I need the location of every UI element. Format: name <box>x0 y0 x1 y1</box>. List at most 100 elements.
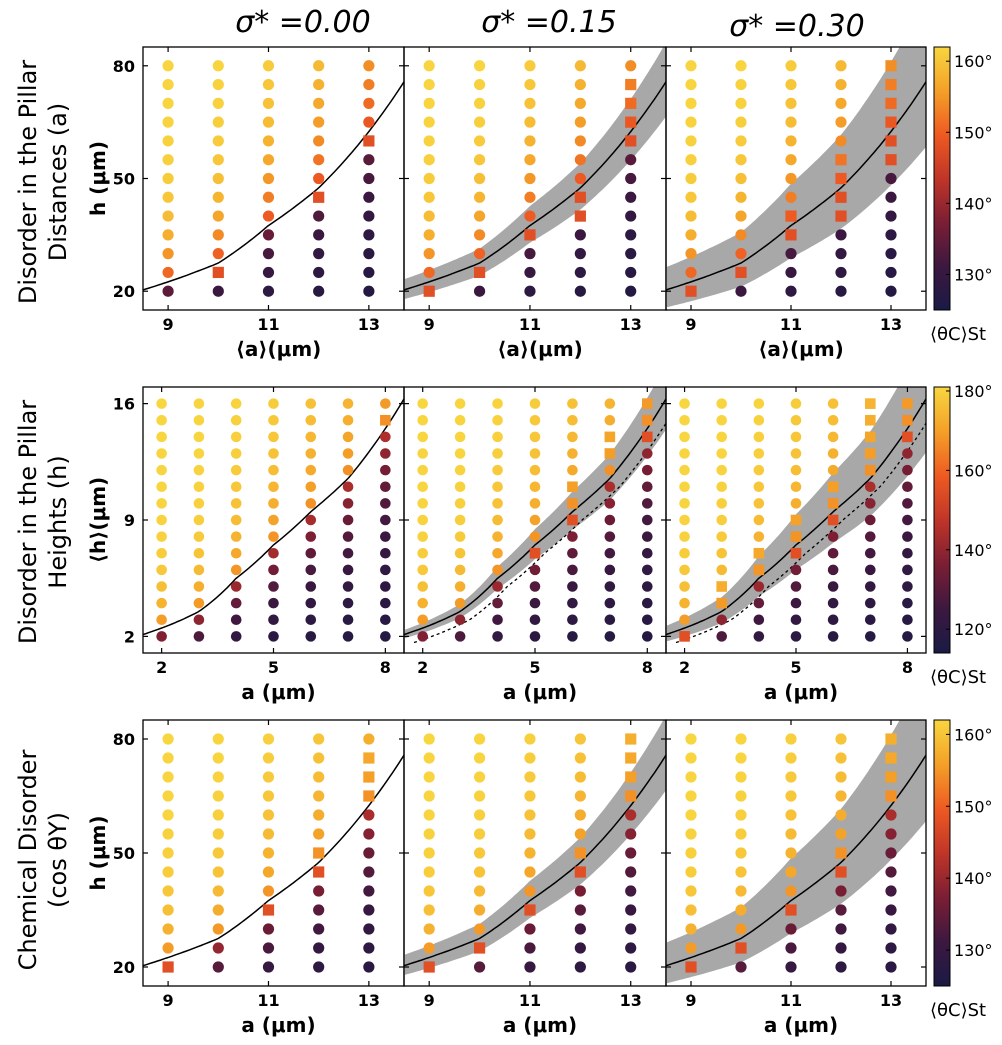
x-tick-label: 11 <box>519 991 541 1010</box>
marker-circle <box>193 414 205 426</box>
marker-circle <box>604 514 616 526</box>
marker-circle <box>268 464 279 476</box>
marker-circle <box>423 847 435 859</box>
marker-circle <box>305 564 317 576</box>
marker-square <box>380 414 391 426</box>
marker-circle <box>735 847 747 859</box>
marker-circle <box>685 116 697 128</box>
marker-circle <box>864 481 876 493</box>
marker-circle <box>574 285 586 297</box>
marker-circle <box>567 398 578 409</box>
x-tick-label: 9 <box>685 315 696 334</box>
marker-circle <box>625 191 637 203</box>
marker-circle <box>604 547 616 559</box>
marker-circle <box>193 431 205 443</box>
marker-circle <box>685 771 697 783</box>
marker-circle <box>604 398 616 409</box>
marker-circle <box>162 847 174 859</box>
colorbar-tick-label: 120° <box>954 620 993 639</box>
marker-square <box>162 961 174 973</box>
marker-circle <box>262 790 275 802</box>
marker-circle <box>679 431 690 443</box>
marker-circle <box>156 431 167 443</box>
marker-square <box>864 431 876 443</box>
marker-square <box>574 191 586 203</box>
marker-circle <box>524 172 536 185</box>
marker-circle <box>716 614 728 626</box>
marker-circle <box>604 631 616 642</box>
x-tick-label: 9 <box>424 315 435 334</box>
marker-circle <box>790 597 802 609</box>
marker-circle <box>885 191 897 203</box>
marker-circle <box>790 614 802 626</box>
marker-circle <box>524 248 536 260</box>
marker-circle <box>864 581 876 592</box>
row-title-2-line1: Disorder in the Pillar <box>14 400 42 644</box>
marker-circle <box>524 790 536 802</box>
marker-square <box>574 847 586 859</box>
marker-square <box>790 547 802 559</box>
colorbar-tick-label: 150° <box>954 797 993 816</box>
panel-row2-col1: 2 5 8 2 9 16 a (μm) ⟨h⟩(μm) <box>86 386 405 704</box>
marker-circle <box>363 885 375 897</box>
marker-circle <box>604 581 616 592</box>
colorbar-rect <box>933 386 951 654</box>
marker-circle <box>268 414 279 426</box>
marker-circle <box>268 581 279 592</box>
marker-circle <box>473 154 486 166</box>
marker-circle <box>753 481 765 493</box>
marker-circle <box>625 942 637 954</box>
marker-circle <box>835 828 847 840</box>
marker-circle <box>473 60 486 72</box>
y-axis-label: h (μm) <box>86 815 110 890</box>
y-tick-label: 9 <box>124 511 135 530</box>
marker-circle <box>305 431 317 443</box>
marker-square <box>790 514 802 526</box>
marker-circle <box>685 97 697 109</box>
marker-circle <box>212 60 224 72</box>
marker-circle <box>305 514 317 526</box>
marker-circle <box>363 78 375 91</box>
panel-row2-col3: 2 5 8 a (μm) <box>665 386 927 704</box>
marker-circle <box>529 448 541 459</box>
marker-circle <box>380 564 391 576</box>
panel-row1-col3: 9 11 13 ⟨a⟩(μm) <box>665 46 927 361</box>
marker-circle <box>902 464 913 476</box>
marker-circle <box>156 448 167 459</box>
marker-circle <box>625 60 637 72</box>
x-axis-label: ⟨a⟩(μm) <box>236 337 322 361</box>
marker-circle <box>685 210 697 222</box>
marker-circle <box>230 514 242 526</box>
transition-curve <box>143 754 404 967</box>
colorbar-tick-label: 160° <box>954 52 993 71</box>
marker-square <box>735 266 747 279</box>
marker-circle <box>492 531 503 542</box>
marker-circle <box>625 154 637 166</box>
marker-circle <box>574 116 586 128</box>
marker-circle <box>625 828 637 840</box>
x-tick-label: 8 <box>380 658 391 677</box>
uncertainty-band <box>666 720 926 984</box>
marker-circle <box>313 229 325 241</box>
marker-square <box>785 904 797 916</box>
row-title-3-line2: (cos θY) <box>44 812 72 908</box>
marker-circle <box>342 481 354 493</box>
marker-circle <box>885 885 897 897</box>
marker-circle <box>262 266 275 279</box>
marker-circle <box>193 464 205 476</box>
marker-circle <box>902 597 913 609</box>
marker-circle <box>529 414 541 426</box>
marker-circle <box>567 631 578 642</box>
marker-circle <box>417 481 429 493</box>
marker-square <box>679 631 690 642</box>
marker-circle <box>524 828 536 840</box>
marker-circle <box>212 229 224 241</box>
marker-circle <box>864 614 876 626</box>
marker-square <box>835 154 847 166</box>
marker-circle <box>380 464 391 476</box>
marker-circle <box>230 498 242 509</box>
marker-circle <box>716 431 728 443</box>
marker-circle <box>262 210 275 222</box>
transition-curve <box>666 398 926 636</box>
marker-circle <box>454 614 466 626</box>
